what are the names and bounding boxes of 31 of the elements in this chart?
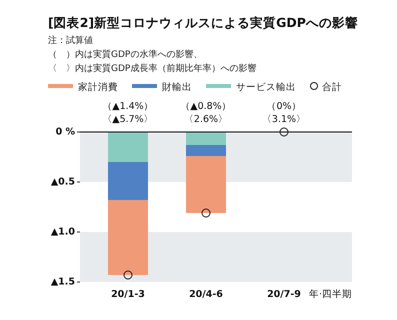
y-tick-label: ▲0.5 bbox=[50, 176, 75, 188]
x-tick-label: 20/1-3 bbox=[111, 289, 145, 300]
point bbox=[202, 208, 210, 218]
bar bbox=[186, 132, 226, 145]
text: 〈3.1%〉 bbox=[262, 114, 306, 125]
text: 〈2.6%〉 bbox=[184, 114, 228, 125]
y-tick-label: 0 % bbox=[56, 126, 76, 138]
x-tick-label: 20/4-6 bbox=[189, 289, 224, 300]
bar bbox=[186, 145, 226, 156]
text: 〈 〉内は実質GDP成長率（前期比年率）への影響 bbox=[48, 63, 256, 74]
bar bbox=[186, 156, 226, 213]
bar bbox=[108, 200, 148, 275]
x-axis-title: 年·四半期 bbox=[308, 288, 352, 300]
legend-label: 財輸出 bbox=[162, 81, 192, 93]
bar bbox=[108, 162, 148, 200]
chart-subtitle: 注：試算値 bbox=[48, 35, 93, 46]
text: （▲1.4%） bbox=[102, 101, 154, 112]
y-tick-label: ▲1.5 bbox=[50, 276, 75, 288]
y-tick-label: ▲1.0 bbox=[50, 226, 76, 238]
legend-label: サービス輸出 bbox=[236, 81, 296, 93]
x-tick-label: 20/7-9 bbox=[267, 289, 301, 300]
text: （0%） bbox=[266, 101, 302, 112]
text: （ ）内は実質GDPの水準への影響、 bbox=[48, 49, 202, 60]
point bbox=[124, 270, 132, 280]
text: 〈▲5.7%〉 bbox=[102, 114, 154, 125]
point bbox=[280, 128, 288, 136]
bar bbox=[108, 132, 148, 162]
chart-title: [図表2]新型コロナウィルスによる実質GDPへの影響 bbox=[48, 15, 358, 30]
legend-label: 家計消費 bbox=[78, 81, 118, 93]
text: （▲0.8%） bbox=[180, 101, 232, 112]
legend-label: 合計 bbox=[322, 81, 342, 93]
